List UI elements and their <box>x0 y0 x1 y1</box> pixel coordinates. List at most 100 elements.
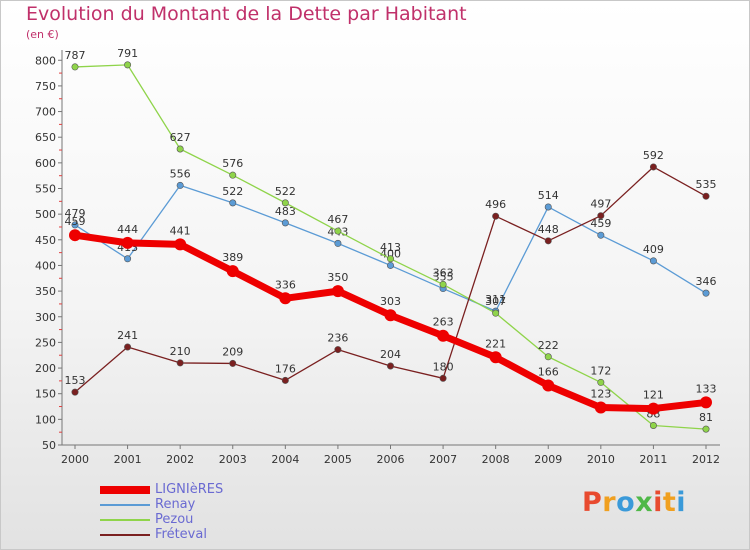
data-point-pezou <box>334 227 342 235</box>
chart-title: Evolution du Montant de la Dette par Hab… <box>26 3 467 25</box>
y-tick-label: 50 <box>42 439 56 452</box>
legend-swatch <box>100 534 150 536</box>
y-tick-label: 150 <box>35 388 56 401</box>
data-point-fr-teval <box>176 359 184 367</box>
data-label-fr-teval: 209 <box>222 345 243 358</box>
y-tick-label: 200 <box>35 362 56 375</box>
legend-swatch <box>100 504 150 506</box>
data-point-renay <box>176 181 184 189</box>
data-point-renay <box>649 257 657 265</box>
x-tick-label: 2009 <box>534 453 562 466</box>
data-label-renay: 311 <box>485 293 506 306</box>
data-label-fr-teval: 176 <box>275 362 296 375</box>
data-point-ligni-res <box>700 396 712 409</box>
data-point-pezou <box>702 425 710 433</box>
data-point-fr-teval <box>281 376 289 384</box>
data-label-ligni-res: 389 <box>222 251 243 264</box>
data-point-renay <box>334 239 342 247</box>
y-tick-label: 300 <box>35 311 56 324</box>
data-point-renay <box>71 221 79 229</box>
x-tick-label: 2006 <box>377 453 405 466</box>
data-point-ligni-res <box>647 402 660 415</box>
x-tick-label: 2012 <box>692 453 720 466</box>
chart-subtitle: (en €) <box>26 28 59 41</box>
data-label-ligni-res: 350 <box>327 271 348 284</box>
x-tick-label: 2004 <box>271 453 299 466</box>
logo-letter: P <box>582 487 603 518</box>
legend-label: LIGNIèRES <box>155 482 224 497</box>
data-label-ligni-res: 441 <box>170 224 191 237</box>
data-point-renay <box>597 231 605 239</box>
legend-label: Fréteval <box>155 527 207 542</box>
legend-item: Pezou <box>100 512 300 527</box>
y-tick-label: 600 <box>35 157 56 170</box>
data-point-pezou <box>124 61 132 69</box>
y-tick-label: 400 <box>35 259 56 272</box>
data-point-ligni-res <box>69 229 81 242</box>
data-label-pezou: 576 <box>222 157 243 170</box>
data-label-renay: 459 <box>590 217 611 230</box>
y-tick-label: 750 <box>35 80 56 93</box>
data-label-pezou: 627 <box>170 131 191 144</box>
data-label-fr-teval: 535 <box>696 178 717 191</box>
data-label-ligni-res: 444 <box>117 223 138 236</box>
logo-letter: i <box>653 487 663 518</box>
x-tick-label: 2003 <box>219 453 247 466</box>
data-label-renay: 514 <box>538 189 559 202</box>
data-label-ligni-res: 166 <box>538 365 559 378</box>
data-label-pezou: 413 <box>380 241 401 254</box>
data-point-pezou <box>492 309 500 317</box>
data-point-ligni-res <box>437 329 450 342</box>
legend-swatch <box>100 519 150 521</box>
data-point-ligni-res <box>226 265 239 278</box>
data-label-ligni-res: 303 <box>380 295 401 308</box>
data-point-fr-teval <box>386 362 394 370</box>
x-tick-label: 2001 <box>114 453 142 466</box>
data-label-ligni-res: 336 <box>275 278 296 291</box>
data-point-ligni-res <box>331 285 344 298</box>
logo-letter: r <box>602 487 617 518</box>
data-label-fr-teval: 153 <box>65 374 86 387</box>
y-tick-label: 450 <box>35 234 56 247</box>
data-point-renay <box>544 203 552 211</box>
x-tick-label: 2005 <box>324 453 352 466</box>
data-label-fr-teval: 497 <box>590 198 611 211</box>
data-point-pezou <box>439 280 447 288</box>
data-point-renay <box>281 219 289 227</box>
legend-swatch <box>100 486 150 494</box>
data-label-ligni-res: 263 <box>433 316 454 329</box>
y-tick-label: 100 <box>35 413 56 426</box>
y-tick-label: 650 <box>35 131 56 144</box>
y-tick-label: 500 <box>35 208 56 221</box>
data-point-fr-teval <box>702 192 710 200</box>
data-label-renay: 483 <box>275 205 296 218</box>
legend-label: Renay <box>155 497 196 512</box>
legend-item: LIGNIèRES <box>100 482 300 497</box>
data-label-renay: 355 <box>433 271 454 284</box>
data-point-pezou <box>649 422 657 430</box>
data-point-ligni-res <box>384 309 397 322</box>
data-point-ligni-res <box>279 292 292 305</box>
data-point-renay <box>124 255 132 263</box>
data-label-pezou: 787 <box>65 49 86 62</box>
data-label-fr-teval: 496 <box>485 198 506 211</box>
data-point-fr-teval <box>492 212 500 220</box>
y-tick-label: 700 <box>35 106 56 119</box>
data-label-renay: 346 <box>696 275 717 288</box>
data-label-pezou: 222 <box>538 339 559 352</box>
x-tick-label: 2008 <box>482 453 510 466</box>
logo-letter: x <box>635 487 654 518</box>
data-label-fr-teval: 180 <box>433 360 454 373</box>
data-point-renay <box>702 289 710 297</box>
data-label-fr-teval: 210 <box>170 345 191 358</box>
data-point-pezou <box>597 378 605 386</box>
logo-letter: i <box>676 487 687 518</box>
data-point-pezou <box>281 199 289 207</box>
data-point-pezou <box>544 353 552 361</box>
data-label-pezou: 307 <box>485 295 506 308</box>
data-point-ligni-res <box>121 236 134 249</box>
data-label-renay: 522 <box>222 185 243 198</box>
x-tick-label: 2011 <box>639 453 667 466</box>
logo-letter: o <box>616 487 636 518</box>
